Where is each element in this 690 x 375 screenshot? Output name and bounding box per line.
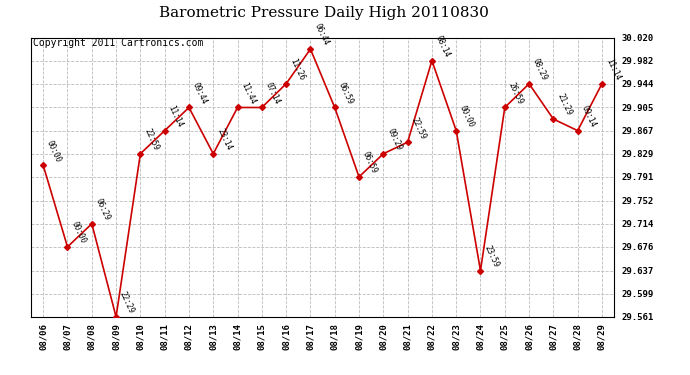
Text: 22:59: 22:59	[142, 127, 160, 152]
Text: 23:59: 23:59	[482, 244, 500, 269]
Text: 08:29: 08:29	[531, 57, 549, 82]
Text: 00:00: 00:00	[45, 139, 63, 164]
Text: 11:26: 11:26	[288, 57, 306, 82]
Text: 09:14: 09:14	[580, 104, 598, 129]
Text: 26:59: 26:59	[506, 81, 524, 106]
Text: 06:59: 06:59	[361, 150, 379, 175]
Text: 07:14: 07:14	[264, 81, 282, 106]
Text: 23:14: 23:14	[215, 127, 233, 152]
Text: 09:44: 09:44	[191, 81, 209, 106]
Text: 06:29: 06:29	[94, 197, 112, 222]
Text: 00:00: 00:00	[458, 104, 476, 129]
Text: 06:59: 06:59	[337, 81, 355, 106]
Text: 09:29: 09:29	[385, 127, 403, 152]
Text: 06:44: 06:44	[313, 22, 331, 47]
Text: 11:14: 11:14	[166, 104, 184, 129]
Text: Copyright 2011 Cartronics.com: Copyright 2011 Cartronics.com	[33, 38, 204, 48]
Text: 21:29: 21:29	[555, 93, 573, 117]
Text: 00:00: 00:00	[70, 220, 88, 245]
Text: 11:44: 11:44	[239, 81, 257, 106]
Text: 08:14: 08:14	[434, 34, 452, 59]
Text: Barometric Pressure Daily High 20110830: Barometric Pressure Daily High 20110830	[159, 6, 489, 20]
Text: 22:59: 22:59	[410, 116, 428, 140]
Text: 11:14: 11:14	[604, 57, 622, 82]
Text: 22:29: 22:29	[118, 290, 136, 315]
